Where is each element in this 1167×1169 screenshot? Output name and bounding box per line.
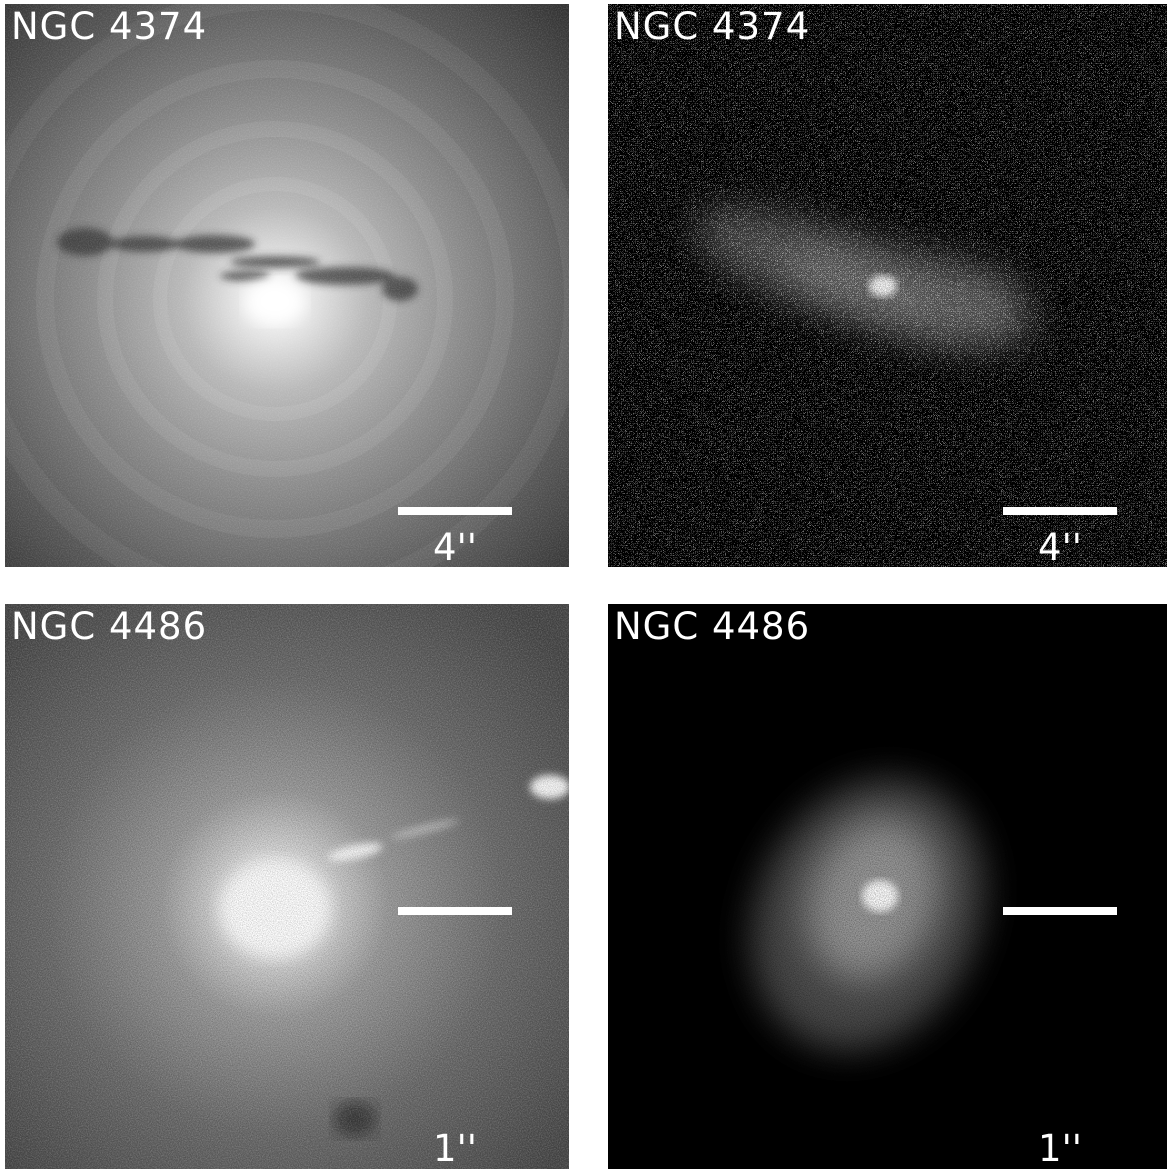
galaxy-image	[5, 604, 569, 1169]
image-panel-ngc4486-optical: NGC 4486 1''	[5, 604, 569, 1169]
galaxy-image	[608, 604, 1167, 1169]
image-panel-ngc4486-emission: NGC 4486 1''	[608, 604, 1167, 1169]
scale-bar	[1003, 907, 1117, 915]
galaxy-name-label: NGC 4374	[11, 5, 208, 48]
galaxy-name-label: NGC 4374	[614, 5, 811, 48]
scale-bar-label: 4''	[1038, 526, 1082, 567]
galaxy-name-label: NGC 4486	[11, 605, 208, 648]
galaxy-image	[608, 4, 1167, 567]
galaxy-name-label: NGC 4486	[614, 605, 811, 648]
image-panel-ngc4374-emission: NGC 4374 4''	[608, 4, 1167, 567]
scale-bar	[1003, 507, 1117, 515]
scale-bar	[398, 907, 512, 915]
scale-bar-label: 1''	[1038, 1127, 1082, 1169]
scale-bar-label: 4''	[433, 526, 477, 567]
scale-bar	[398, 507, 512, 515]
galaxy-image	[5, 4, 569, 567]
image-panel-ngc4374-optical: NGC 4374 4''	[5, 4, 569, 567]
scale-bar-label: 1''	[433, 1127, 477, 1169]
